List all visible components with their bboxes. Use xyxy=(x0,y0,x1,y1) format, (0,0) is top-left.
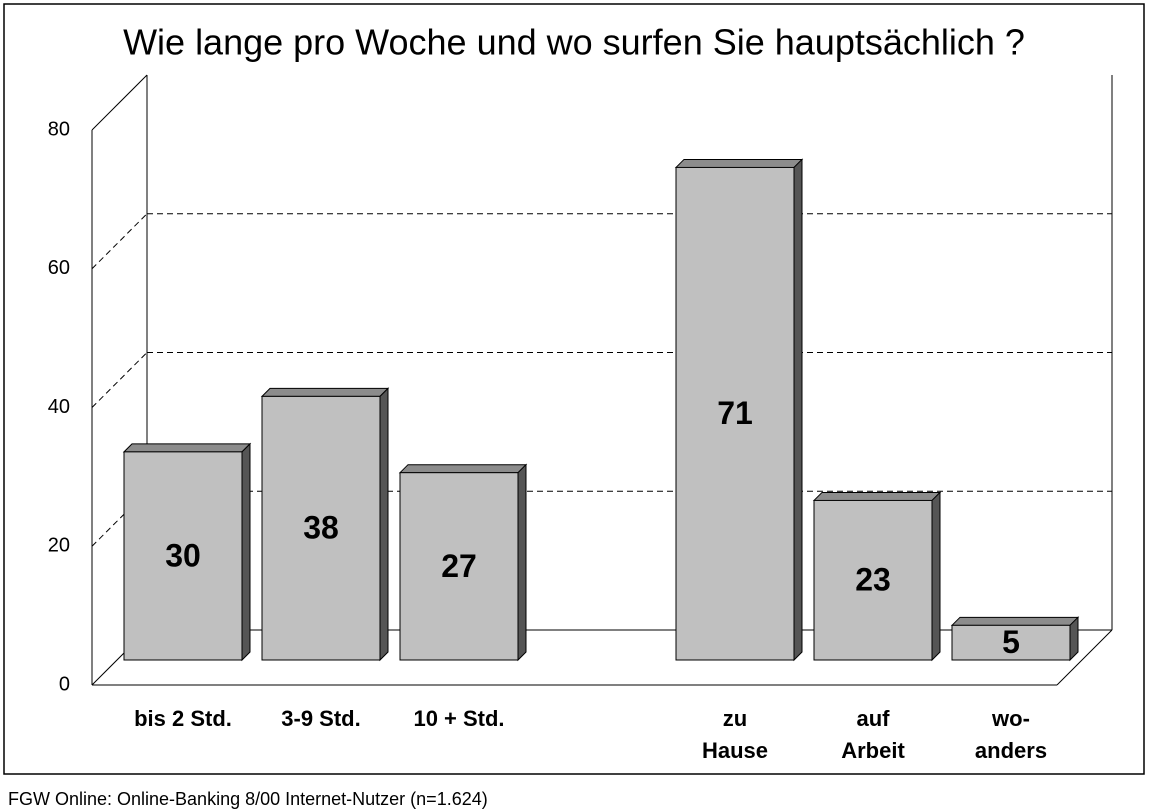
x-tick-label: zu Hause xyxy=(702,706,768,763)
source-note: FGW Online: Online-Banking 8/00 Internet… xyxy=(8,789,488,809)
bar xyxy=(261,395,381,661)
bar-top xyxy=(674,158,804,168)
bar-side xyxy=(793,158,803,662)
chart-frame xyxy=(3,3,1145,775)
y-axis-top xyxy=(91,74,148,131)
bar-side xyxy=(931,491,941,662)
bar-top xyxy=(812,491,942,501)
bar xyxy=(399,472,519,661)
x-tick-label: 10 + Std. xyxy=(413,706,504,731)
value-label: 30 xyxy=(165,537,201,573)
bar-top xyxy=(260,387,390,397)
y-tick-label: 80 xyxy=(48,118,70,140)
bar-side xyxy=(379,387,389,662)
bar-side xyxy=(1069,616,1079,662)
value-label: 71 xyxy=(717,395,753,431)
chart-title: Wie lange pro Woche und wo surfen Sie ha… xyxy=(123,22,1025,63)
grid-diagonal xyxy=(91,352,148,408)
bar xyxy=(813,499,933,661)
x-tick-label: wo-anders xyxy=(975,706,1047,763)
value-label: 23 xyxy=(855,562,891,598)
bar-top xyxy=(122,443,252,453)
x-tick-label: 3-9 Std. xyxy=(281,706,360,731)
x-tick-label: bis 2 Std. xyxy=(134,706,232,731)
y-tick-label: 60 xyxy=(48,257,70,279)
bar-side xyxy=(517,463,527,662)
bar-top xyxy=(398,464,528,474)
value-label: 38 xyxy=(303,510,339,546)
grid-diagonal xyxy=(91,213,148,270)
bar-side xyxy=(241,442,251,662)
value-label: 27 xyxy=(441,548,477,584)
value-label: 5 xyxy=(1002,624,1020,660)
x-tick-label: auf Arbeit xyxy=(841,706,905,763)
y-tick-label: 40 xyxy=(48,396,70,418)
y-tick-label: 0 xyxy=(59,673,70,695)
floor-right xyxy=(1056,629,1113,686)
bar xyxy=(675,166,795,661)
bar xyxy=(951,624,1071,661)
bar xyxy=(123,451,243,661)
y-tick-label: 20 xyxy=(48,535,70,557)
